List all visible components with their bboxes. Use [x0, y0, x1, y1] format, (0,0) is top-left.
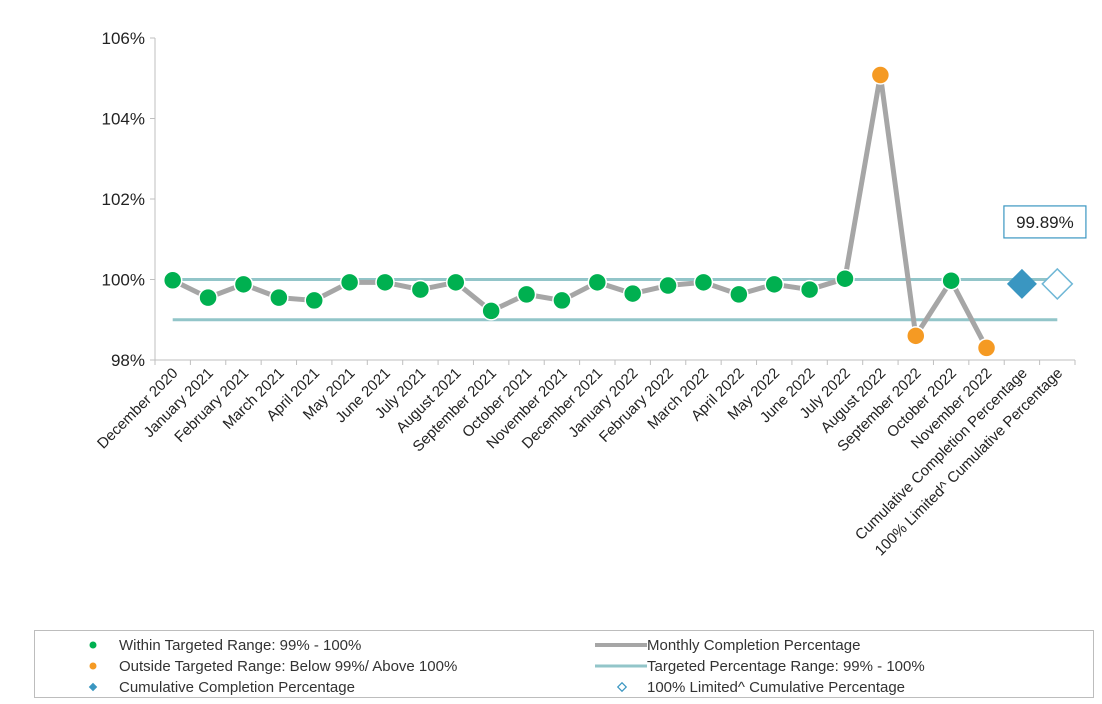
legend-outside-marker [89, 662, 97, 670]
cumulative-completion-marker [1006, 268, 1037, 299]
legend-cumulative-marker [88, 682, 98, 692]
legend-cumulative-label: Cumulative Completion Percentage [119, 679, 355, 696]
line-chart: 98%100%102%104%106%December 2020January … [94, 29, 1087, 559]
limited-cumulative-marker [1041, 267, 1074, 300]
within-range-point [622, 283, 643, 304]
within-range-point [233, 274, 254, 295]
y-tick-label: 102% [102, 190, 145, 209]
monthly-completion-line [171, 72, 989, 350]
y-tick-label: 104% [102, 110, 145, 129]
within-range-point [941, 270, 961, 291]
within-range-point [198, 287, 218, 308]
legend-within-marker [89, 641, 97, 649]
within-range-point [304, 290, 324, 311]
within-range-point [410, 279, 431, 300]
y-tick-label: 100% [102, 271, 145, 290]
outside-range-point [870, 65, 891, 85]
within-range-point [375, 272, 395, 293]
within-range-point [658, 275, 678, 296]
y-tick-label: 98% [111, 351, 145, 370]
within-range-point [729, 284, 749, 305]
legend-limited-marker [616, 681, 628, 693]
y-tick-label: 106% [102, 29, 145, 48]
legend-monthly-label: Monthly Completion Percentage [647, 637, 860, 654]
chart-area: 98% 100% 102% 104% 106% December 2020 January … [10, 8, 1092, 620]
legend-target-label: Targeted Percentage Range: 99% - 100% [647, 658, 925, 675]
within-range-point [764, 274, 784, 295]
legend-outside-label: Outside Targeted Range: Below 99%/ Above… [119, 658, 457, 675]
within-range-point [552, 290, 572, 311]
legend-limited-label: 100% Limited^ Cumulative Percentage [647, 679, 905, 696]
within-range-point [587, 272, 608, 293]
within-range-point [339, 272, 360, 293]
within-range-point [516, 284, 537, 305]
within-range-point [835, 268, 855, 289]
within-range-point [446, 272, 466, 293]
outside-range-point [906, 326, 926, 346]
within-range-point [799, 279, 820, 300]
within-range-point [162, 270, 183, 291]
within-range-point [693, 272, 714, 293]
legend: Within Targeted Range: 99% - 100% Outsid… [34, 630, 1094, 698]
within-range-point [481, 301, 501, 321]
cumulative-data-label-box [1003, 205, 1087, 239]
outside-range-point [976, 338, 997, 358]
legend-graphic: Within Targeted Range: 99% - 100% Outsid… [88, 637, 925, 696]
legend-within-label: Within Targeted Range: 99% - 100% [119, 637, 361, 654]
cumulative-data-label: 99.89% [1016, 213, 1074, 232]
within-range-point [269, 287, 289, 308]
